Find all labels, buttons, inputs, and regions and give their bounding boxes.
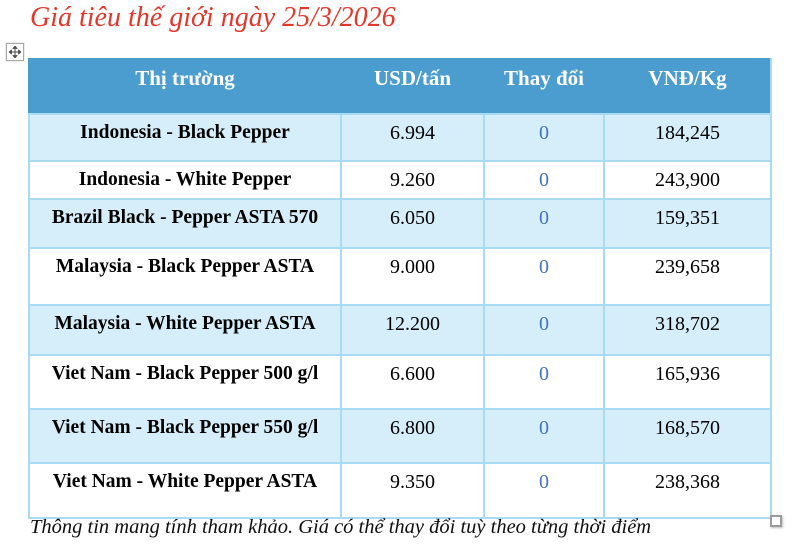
vnd-cell[interactable]: 168,570 bbox=[603, 408, 772, 464]
market-cell[interactable]: Viet Nam - Black Pepper 500 g/l bbox=[28, 354, 342, 410]
column-header-market[interactable]: Thị trường bbox=[28, 58, 342, 115]
table-row: Malaysia - Black Pepper ASTA 9.000 0 239… bbox=[28, 247, 772, 306]
usd-cell[interactable]: 6.994 bbox=[340, 113, 485, 162]
usd-cell[interactable]: 6.800 bbox=[340, 408, 485, 464]
vnd-cell[interactable]: 165,936 bbox=[603, 354, 772, 410]
change-cell[interactable]: 0 bbox=[483, 304, 605, 356]
change-cell[interactable]: 0 bbox=[483, 247, 605, 306]
change-cell[interactable]: 0 bbox=[483, 160, 605, 200]
market-cell[interactable]: Malaysia - Black Pepper ASTA bbox=[28, 247, 342, 306]
column-header-change[interactable]: Thay đổi bbox=[483, 58, 605, 115]
table-row: Indonesia - Black Pepper 6.994 0 184,245 bbox=[28, 113, 772, 162]
change-cell[interactable]: 0 bbox=[483, 113, 605, 162]
table-resize-handle[interactable] bbox=[770, 515, 782, 527]
market-cell[interactable]: Indonesia - White Pepper bbox=[28, 160, 342, 200]
change-cell[interactable]: 0 bbox=[483, 462, 605, 519]
header-row: Thị trường USD/tấn Thay đổi VNĐ/Kg bbox=[28, 58, 772, 115]
table-row: Viet Nam - White Pepper ASTA 9.350 0 238… bbox=[28, 462, 772, 519]
vnd-cell[interactable]: 238,368 bbox=[603, 462, 772, 519]
vnd-cell[interactable]: 239,658 bbox=[603, 247, 772, 306]
table-row: Malaysia - White Pepper ASTA 12.200 0 31… bbox=[28, 304, 772, 356]
pepper-price-table: Thị trường USD/tấn Thay đổi VNĐ/Kg Indon… bbox=[28, 58, 772, 519]
disclaimer-text[interactable]: Thông tin mang tính tham khảo. Giá có th… bbox=[30, 516, 652, 538]
market-cell[interactable]: Viet Nam - Black Pepper 550 g/l bbox=[28, 408, 342, 464]
market-cell[interactable]: Brazil Black - Pepper ASTA 570 bbox=[28, 198, 342, 249]
column-header-usd[interactable]: USD/tấn bbox=[340, 58, 485, 115]
usd-cell[interactable]: 6.600 bbox=[340, 354, 485, 410]
vnd-cell[interactable]: 159,351 bbox=[603, 198, 772, 249]
table-row: Viet Nam - Black Pepper 550 g/l 6.800 0 … bbox=[28, 408, 772, 464]
table-row: Viet Nam - Black Pepper 500 g/l 6.600 0 … bbox=[28, 354, 772, 410]
change-cell[interactable]: 0 bbox=[483, 354, 605, 410]
usd-cell[interactable]: 9.260 bbox=[340, 160, 485, 200]
vnd-cell[interactable]: 243,900 bbox=[603, 160, 772, 200]
change-cell[interactable]: 0 bbox=[483, 198, 605, 249]
market-cell[interactable]: Malaysia - White Pepper ASTA bbox=[28, 304, 342, 356]
table-row: Indonesia - White Pepper 9.260 0 243,900 bbox=[28, 160, 772, 200]
page-title[interactable]: Giá tiêu thế giới ngày 25/3/2026 bbox=[30, 2, 396, 33]
usd-cell[interactable]: 12.200 bbox=[340, 304, 485, 356]
column-header-vnd[interactable]: VNĐ/Kg bbox=[603, 58, 772, 115]
move-icon bbox=[9, 46, 21, 58]
usd-cell[interactable]: 6.050 bbox=[340, 198, 485, 249]
vnd-cell[interactable]: 184,245 bbox=[603, 113, 772, 162]
usd-cell[interactable]: 9.000 bbox=[340, 247, 485, 306]
market-cell[interactable]: Viet Nam - White Pepper ASTA bbox=[28, 462, 342, 519]
table-row: Brazil Black - Pepper ASTA 570 6.050 0 1… bbox=[28, 198, 772, 249]
table-move-handle[interactable] bbox=[6, 43, 24, 61]
change-cell[interactable]: 0 bbox=[483, 408, 605, 464]
market-cell[interactable]: Indonesia - Black Pepper bbox=[28, 113, 342, 162]
vnd-cell[interactable]: 318,702 bbox=[603, 304, 772, 356]
usd-cell[interactable]: 9.350 bbox=[340, 462, 485, 519]
